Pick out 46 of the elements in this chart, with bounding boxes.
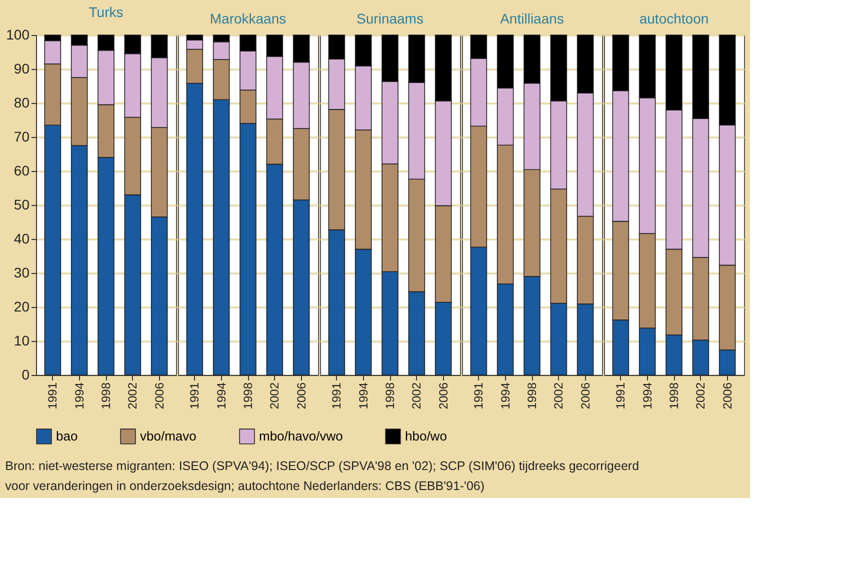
y-tick-label: 50 [14,196,30,212]
y-tick-label: 70 [14,128,30,144]
x-tick-label: 1998 [667,382,681,410]
x-tick-label: 2002 [268,382,282,410]
x-tick-label: 2002 [552,382,566,410]
legend-label: vbo/mavo [140,428,196,444]
x-tick-label: 1998 [525,382,539,410]
x-tick-label: 1998 [383,382,397,410]
legend-label: bao [56,428,78,444]
chart-title: autochtoon [639,10,709,27]
legend-label: mbo/havo/vwo [259,428,343,444]
x-tick-label: 2002 [694,382,708,410]
x-tick-label: 2006 [152,382,166,410]
x-tick-label: 2006 [720,382,734,410]
x-tick-label: 2006 [294,382,308,410]
chart-title: Surinaams [356,10,424,27]
x-tick-label: 1994 [356,382,370,410]
y-tick-label: 30 [14,264,30,280]
y-tick-label: 80 [14,94,30,110]
x-tick-label: 2002 [126,382,140,410]
x-tick-label: 1991 [188,382,202,410]
y-tick-label: 60 [14,162,30,178]
y-tick-label: 100 [6,26,30,42]
x-tick-label: 2002 [410,382,424,410]
y-tick-label: 20 [14,298,30,314]
y-tick-label: 10 [14,332,30,348]
x-tick-label: 2006 [436,382,450,410]
legend-label: hbo/wo [405,428,447,444]
text: Bron: niet-westerse migranten: ISEO (SPVA'94); ISEO/SCP (SPVA'98 en '02); SCP (SIM'06) tijdreeks gecorrigeerd voor veranderingen in onderzoeksdesign; autochtone Nederlanders: CBS (EBB'91-'06) [5,459,640,493]
x-tick-label: 1998 [241,382,255,410]
x-tick-label: 1998 [99,382,113,410]
y-tick-label: 0 [22,366,30,382]
x-tick-label: 1994 [214,382,228,410]
chart-title: Antilliaans [500,10,564,27]
x-tick-label: 1994 [640,382,654,410]
x-tick-label: 2006 [578,382,592,410]
x-tick-label: 1991 [46,382,60,410]
x-tick-label: 1991 [330,382,344,410]
x-tick-label: 1991 [472,382,486,410]
x-tick-label: 1991 [614,382,628,410]
chart-title: Marokkaans [210,10,286,27]
x-tick-label: 1994 [498,382,512,410]
y-tick-label: 90 [14,60,30,76]
x-tick-label: 1994 [72,382,86,410]
chart-title: Turks [88,4,124,20]
y-tick-label: 40 [14,230,30,246]
